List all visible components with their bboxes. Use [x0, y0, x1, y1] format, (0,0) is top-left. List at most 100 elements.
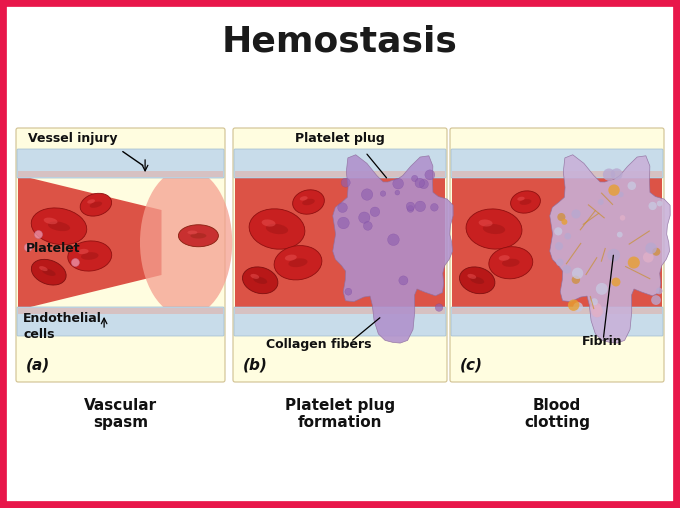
Circle shape: [411, 175, 418, 182]
FancyBboxPatch shape: [234, 307, 446, 336]
FancyBboxPatch shape: [234, 149, 446, 178]
Text: (c): (c): [460, 357, 483, 372]
Circle shape: [657, 201, 662, 206]
Polygon shape: [18, 175, 162, 310]
Circle shape: [556, 259, 564, 266]
Ellipse shape: [262, 219, 275, 227]
Ellipse shape: [48, 221, 70, 231]
FancyBboxPatch shape: [17, 149, 224, 178]
Circle shape: [593, 308, 601, 318]
Circle shape: [596, 283, 608, 295]
Circle shape: [568, 299, 579, 311]
Circle shape: [388, 234, 399, 245]
Ellipse shape: [87, 199, 95, 204]
Circle shape: [562, 265, 571, 274]
Ellipse shape: [266, 224, 288, 234]
Ellipse shape: [274, 245, 322, 280]
Circle shape: [399, 276, 408, 285]
FancyBboxPatch shape: [450, 128, 664, 382]
Ellipse shape: [292, 190, 324, 214]
Circle shape: [617, 232, 623, 238]
Circle shape: [406, 202, 415, 211]
Circle shape: [649, 202, 657, 210]
Circle shape: [628, 181, 636, 190]
Circle shape: [572, 268, 583, 279]
Ellipse shape: [140, 168, 233, 317]
Circle shape: [341, 178, 350, 187]
Ellipse shape: [460, 267, 495, 294]
Ellipse shape: [253, 277, 267, 284]
Text: (b): (b): [243, 357, 268, 372]
FancyBboxPatch shape: [451, 307, 663, 336]
Circle shape: [609, 184, 619, 196]
Circle shape: [628, 257, 640, 269]
Polygon shape: [549, 155, 670, 343]
Circle shape: [611, 168, 622, 180]
Ellipse shape: [31, 208, 87, 245]
FancyBboxPatch shape: [17, 307, 224, 336]
Ellipse shape: [188, 231, 197, 234]
Circle shape: [652, 248, 660, 256]
Polygon shape: [333, 155, 453, 343]
Circle shape: [651, 295, 661, 305]
Circle shape: [361, 189, 373, 200]
Circle shape: [619, 215, 626, 220]
Circle shape: [393, 178, 403, 189]
FancyBboxPatch shape: [18, 308, 223, 314]
Ellipse shape: [81, 252, 99, 260]
Circle shape: [607, 249, 620, 262]
Circle shape: [345, 288, 352, 295]
Text: Vessel injury: Vessel injury: [29, 132, 118, 145]
Polygon shape: [452, 175, 662, 310]
FancyBboxPatch shape: [235, 171, 445, 177]
FancyBboxPatch shape: [18, 171, 223, 177]
Text: Collagen fibers: Collagen fibers: [267, 338, 372, 351]
Ellipse shape: [78, 249, 88, 254]
Circle shape: [603, 169, 615, 181]
Ellipse shape: [190, 233, 207, 238]
Text: Vascular
spasm: Vascular spasm: [84, 398, 157, 430]
Circle shape: [591, 298, 598, 305]
Circle shape: [35, 231, 42, 238]
Text: Platelet plug
formation: Platelet plug formation: [285, 398, 395, 430]
Circle shape: [598, 199, 604, 205]
Ellipse shape: [467, 274, 476, 279]
Circle shape: [643, 252, 653, 263]
FancyBboxPatch shape: [233, 128, 447, 382]
Text: (a): (a): [26, 357, 50, 372]
Ellipse shape: [479, 219, 492, 227]
Circle shape: [24, 243, 32, 251]
Circle shape: [591, 303, 602, 313]
Text: Endothelial
cells: Endothelial cells: [23, 312, 102, 341]
Text: Fibrin: Fibrin: [582, 335, 623, 348]
Ellipse shape: [466, 209, 522, 249]
Text: Platelet plug: Platelet plug: [295, 132, 385, 145]
Ellipse shape: [31, 260, 66, 285]
Circle shape: [430, 204, 438, 211]
Ellipse shape: [68, 241, 112, 271]
Ellipse shape: [300, 196, 307, 201]
Ellipse shape: [285, 255, 296, 261]
Ellipse shape: [178, 225, 218, 247]
Circle shape: [573, 302, 583, 312]
Polygon shape: [235, 175, 445, 310]
FancyBboxPatch shape: [452, 171, 662, 177]
Circle shape: [435, 304, 443, 311]
Ellipse shape: [288, 259, 307, 267]
Ellipse shape: [250, 274, 259, 279]
Circle shape: [415, 201, 426, 212]
Ellipse shape: [483, 224, 505, 234]
Circle shape: [554, 227, 562, 235]
Circle shape: [572, 275, 580, 284]
Ellipse shape: [502, 259, 520, 267]
Ellipse shape: [44, 217, 58, 224]
FancyBboxPatch shape: [451, 149, 663, 178]
Ellipse shape: [42, 268, 56, 276]
Ellipse shape: [80, 194, 112, 216]
Ellipse shape: [498, 255, 510, 261]
Circle shape: [380, 191, 386, 197]
Circle shape: [571, 209, 581, 218]
Ellipse shape: [249, 209, 305, 249]
Ellipse shape: [489, 247, 532, 279]
Ellipse shape: [39, 266, 48, 271]
